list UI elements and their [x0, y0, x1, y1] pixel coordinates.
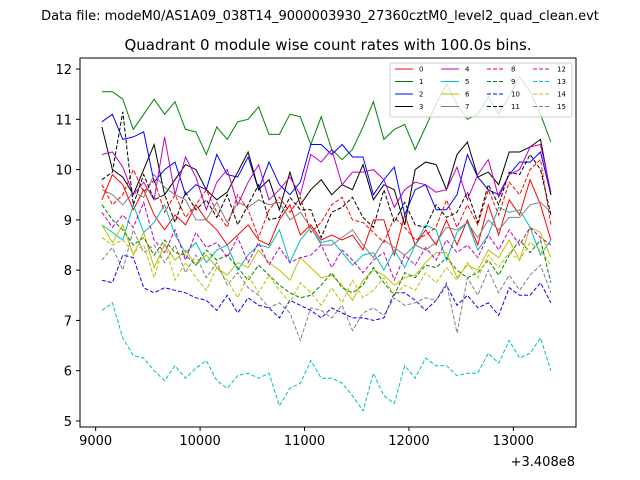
series-line-5: [101, 203, 552, 272]
x-offset-label: +3.408e8: [511, 455, 575, 470]
x-tick-label: 10000: [179, 434, 220, 449]
x-tick-label: 9000: [79, 434, 112, 449]
y-tick-label: 9: [64, 214, 72, 229]
series-line-7: [101, 173, 552, 259]
legend-label-8: 8: [511, 66, 515, 74]
series-line-9: [101, 204, 552, 299]
legend-label-13: 13: [557, 78, 566, 86]
legend-box: [389, 62, 573, 118]
legend-label-15: 15: [557, 103, 566, 111]
series-line-6: [101, 223, 552, 302]
plot-frame: [79, 57, 577, 428]
legend-label-7: 7: [465, 103, 469, 111]
legend-label-0: 0: [419, 66, 423, 74]
legend-label-4: 4: [465, 66, 470, 74]
x-tick-label: 11000: [284, 434, 325, 449]
legend-label-5: 5: [465, 78, 469, 86]
legend-label-3: 3: [419, 103, 423, 111]
legend-label-2: 2: [419, 91, 423, 99]
series-line-15: [101, 228, 552, 343]
y-tick-label: 8: [64, 264, 72, 279]
series-line-8: [101, 158, 552, 244]
series-line-10: [101, 254, 552, 321]
legend-label-11: 11: [511, 103, 520, 111]
x-tick-label: 12000: [388, 434, 429, 449]
y-tick-label: 10: [55, 164, 72, 179]
legend-label-12: 12: [557, 66, 566, 74]
series-layer: [101, 75, 552, 413]
y-tick-label: 6: [64, 365, 72, 380]
series-line-13: [101, 301, 552, 413]
series-line-12: [101, 200, 552, 282]
series-line-4: [101, 136, 552, 212]
legend-label-1: 1: [419, 78, 423, 86]
chart-title: Quadrant 0 module wise count rates with …: [124, 36, 531, 54]
y-tick-label: 7: [64, 314, 72, 329]
chart-suptitle: Data file: modeM0/AS1A09_038T14_90000039…: [41, 9, 599, 24]
legend-label-9: 9: [511, 78, 515, 86]
y-axis: 5 6 7 8 9 10 11 12: [55, 63, 80, 430]
legend-label-6: 6: [465, 91, 470, 99]
y-tick-label: 11: [55, 113, 72, 128]
legend-label-10: 10: [511, 91, 520, 99]
y-tick-label: 5: [64, 415, 72, 430]
series-line-3: [101, 126, 552, 226]
series-line-14: [101, 237, 552, 307]
x-tick-label: 13000: [493, 434, 534, 449]
x-axis: 9000 10000 11000 12000 13000: [79, 427, 534, 449]
legend-label-14: 14: [557, 91, 566, 99]
series-line-11: [101, 111, 552, 239]
y-tick-label: 12: [55, 63, 72, 78]
series-line-2: [101, 113, 552, 217]
series-line-0: [101, 173, 552, 257]
